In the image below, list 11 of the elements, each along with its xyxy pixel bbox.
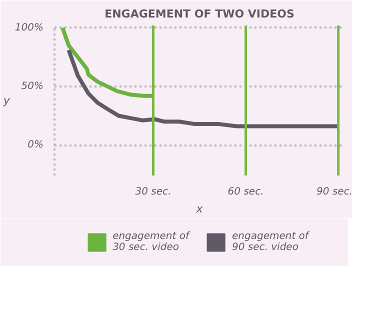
y-axis-title: y: [2, 94, 10, 107]
legend-label: engagement of 30 sec. video: [112, 231, 189, 253]
y-tick-label: 0%: [28, 140, 44, 151]
x-tick-label: 90 sec.: [316, 186, 353, 198]
x-tick-label: 60 sec.: [228, 186, 264, 198]
x-tick-label: 30 sec.: [135, 186, 172, 198]
y-tick-label: 100%: [14, 22, 44, 34]
y-tick-label: 50%: [21, 80, 44, 92]
chart-title: ENGAGEMENT OF TWO VIDEOS: [104, 8, 294, 20]
legend-label: engagement of 90 sec. video: [232, 231, 308, 253]
x-axis-title: x: [195, 202, 204, 216]
